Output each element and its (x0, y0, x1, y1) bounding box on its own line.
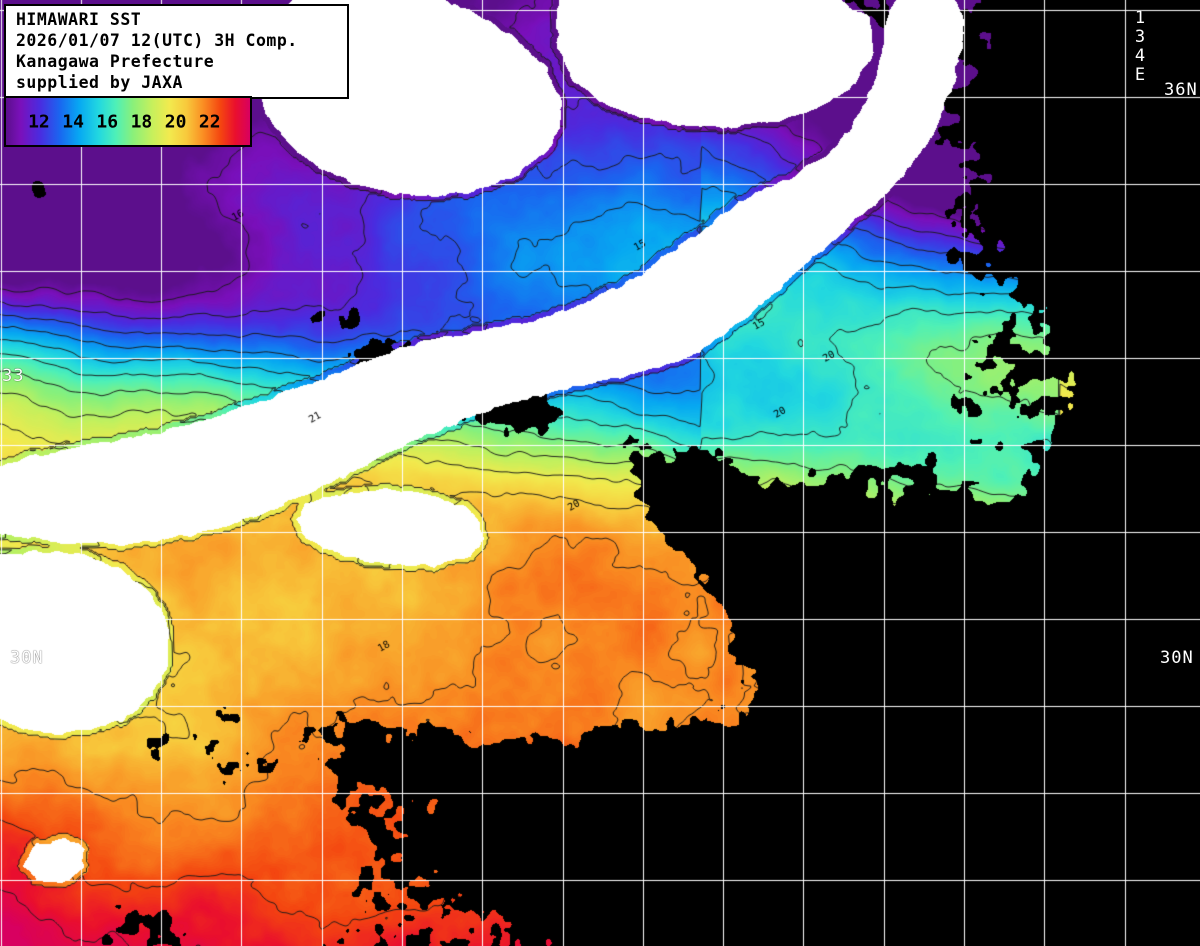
info-line-supplier: supplied by JAXA (16, 73, 183, 92)
colorbar-tick-labels: 12 14 16 18 20 22 (6, 98, 250, 145)
info-box: HIMAWARI SST 2026/01/07 12(UTC) 3H Comp.… (4, 4, 349, 99)
colorbar-tick-16: 16 (96, 111, 119, 132)
info-line-region: Kanagawa Prefecture (16, 52, 215, 71)
colorbar-tick-12: 12 (28, 111, 50, 132)
colorbar: 12 14 16 18 20 22 (4, 96, 252, 147)
colorbar-gradient (6, 98, 250, 145)
colorbar-tick-18: 18 (130, 111, 153, 132)
colorbar-tick-22: 22 (198, 111, 221, 132)
info-line-datetime: 2026/01/07 12(UTC) 3H Comp. (16, 31, 298, 50)
colorbar-tick-20: 20 (164, 111, 187, 132)
colorbar-tick-14: 14 (62, 111, 84, 132)
info-line-product: HIMAWARI SST (16, 10, 142, 29)
